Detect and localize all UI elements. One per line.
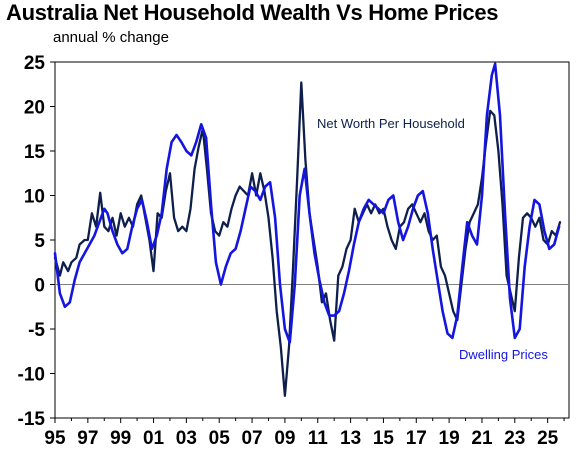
y-tick-label: -15 [18, 409, 46, 430]
x-tick-label: 97 [77, 428, 98, 449]
x-tick-label: 15 [373, 428, 395, 449]
networth-series-label: Net Worth Per Household [317, 116, 465, 131]
dwelling-series-label: Dwelling Prices [459, 347, 548, 362]
x-tick-label: 19 [439, 428, 460, 449]
x-tick-label: 03 [176, 428, 197, 449]
x-tick-label: 13 [340, 428, 361, 449]
x-tick-label: 99 [110, 428, 131, 449]
x-tick-label: 17 [406, 428, 427, 449]
x-tick-label: 01 [143, 428, 165, 449]
x-tick-label: 21 [471, 428, 493, 449]
x-tick-label: 95 [44, 428, 66, 449]
y-tick-label: -5 [28, 320, 45, 341]
x-tick-label: 11 [308, 428, 329, 449]
x-tick-label: 23 [504, 428, 525, 449]
x-tick-label: 25 [537, 428, 559, 449]
chart-title: Australia Net Household Wealth Vs Home P… [6, 0, 499, 25]
y-tick-label: -10 [18, 365, 45, 386]
y-tick-label: 0 [34, 276, 45, 297]
y-tick-label: 10 [24, 187, 45, 208]
chart-subtitle: annual % change [53, 29, 169, 46]
dwelling-series-line [53, 62, 561, 344]
x-tick-label: 05 [209, 428, 231, 449]
y-tick-label: 15 [24, 142, 46, 163]
y-tick-label: 20 [24, 98, 45, 119]
y-tick-label: 5 [34, 231, 45, 252]
x-tick-label: 09 [274, 428, 295, 449]
x-tick-label: 07 [241, 428, 262, 449]
y-tick-label: 25 [24, 53, 46, 74]
